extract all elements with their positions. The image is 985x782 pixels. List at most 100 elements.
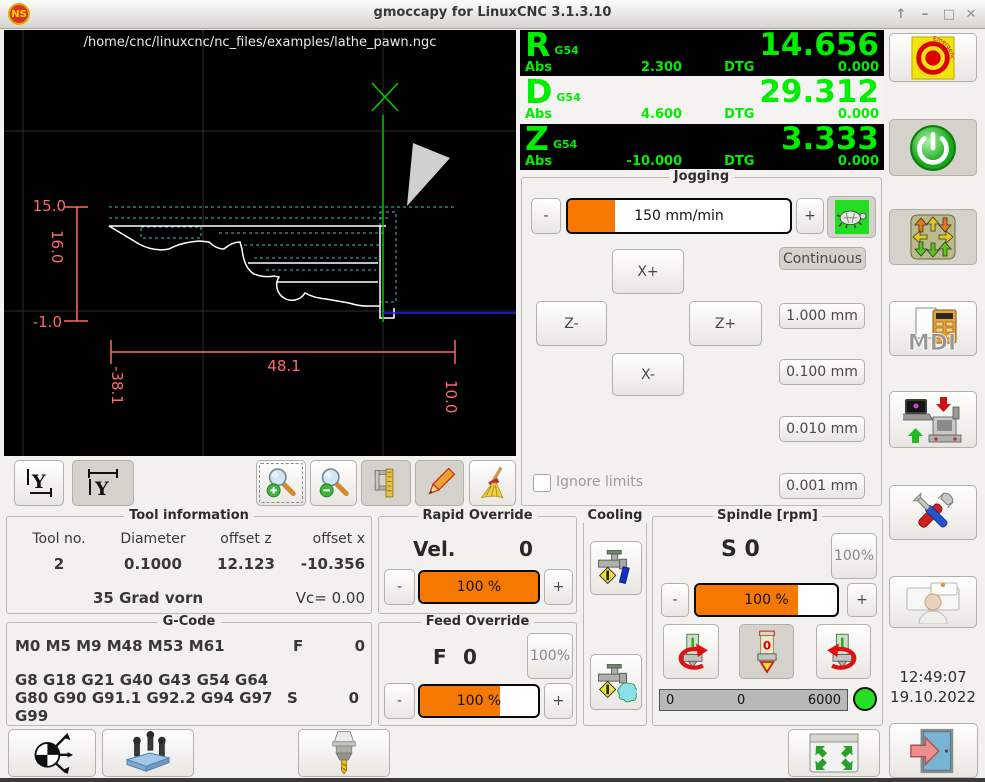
spindle-reset-button[interactable]: 100%	[831, 533, 877, 579]
dro-abs-label: Abs	[525, 154, 553, 169]
estop-button[interactable]: Emergency	[889, 33, 977, 82]
feed-plus-button[interactable]: +	[544, 683, 573, 719]
jog-increment-0001-button[interactable]: 0.001 mm	[779, 473, 865, 499]
machine-on-button[interactable]	[889, 119, 977, 176]
fullscreen-button[interactable]	[788, 729, 880, 777]
dro-coord-system: G54	[554, 44, 579, 57]
rapid-plus-button[interactable]: +	[544, 569, 573, 605]
offset-z-header: offset z	[220, 531, 272, 547]
jog-increment-1-button[interactable]: 1.000 mm	[779, 303, 865, 329]
maximize-window-icon[interactable]: □	[942, 6, 956, 22]
mdi-mode-button[interactable]: MDI	[889, 301, 977, 356]
spindle-stop-button[interactable]: 0	[739, 624, 794, 679]
vc-value: Vc= 0.00	[295, 589, 365, 607]
active-m-codes: M0 M5 M9 M48 M53 M61	[15, 637, 225, 655]
ignore-limits-checkbox[interactable]	[533, 474, 551, 492]
pencil-icon	[428, 467, 455, 495]
rapid-minus-button[interactable]: -	[384, 569, 415, 605]
manual-mode-button[interactable]	[889, 209, 977, 265]
feed-override-bar[interactable]: 100 %	[418, 684, 540, 718]
dro-abs-value: 2.300	[640, 60, 683, 75]
velocity-value: 0	[519, 537, 533, 561]
feed-value: 0	[463, 645, 477, 669]
jog-x-minus-button[interactable]: X-	[612, 353, 684, 396]
zoom-in-icon	[266, 468, 296, 498]
tool-info-frame: Tool information Tool no. Diameter offse…	[6, 508, 372, 614]
dro-dtg-label: DTG	[724, 107, 755, 122]
jog-continuous-button[interactable]: Continuous	[779, 247, 866, 270]
spindle-minus-button[interactable]: -	[661, 583, 689, 617]
dro-abs-value: -10.000	[626, 154, 683, 169]
exit-button[interactable]	[889, 723, 978, 778]
dro-axis-letter: R	[525, 25, 551, 64]
tool-cone	[407, 143, 450, 206]
zoom-in-button[interactable]	[256, 460, 306, 506]
dro-row-x[interactable]: R G54 14.656 Abs 2.300 DTG 0.000	[520, 25, 884, 76]
spindle-right-button[interactable]	[816, 624, 871, 679]
mist-icon	[598, 664, 637, 703]
rapid-override-bar[interactable]: 100 %	[418, 570, 540, 604]
feed-minus-button[interactable]: -	[384, 683, 415, 719]
spindle-left-button[interactable]	[663, 624, 719, 679]
spindle-override-fill	[696, 585, 798, 615]
fullscreen-icon	[809, 733, 859, 773]
settings-button[interactable]	[889, 485, 977, 540]
dim-label-16: 16.0	[48, 230, 66, 264]
auto-mode-button[interactable]	[889, 391, 977, 448]
datum-icon	[34, 732, 74, 775]
cooling-frame: Cooling	[582, 508, 648, 726]
jog-arrows-icon	[910, 214, 956, 260]
jog-speed-plus-button[interactable]: +	[796, 198, 824, 234]
zoom-out-button[interactable]	[310, 460, 357, 506]
measure-tool-button[interactable]	[361, 460, 411, 506]
flood-coolant-button[interactable]	[590, 541, 642, 595]
turtle-jog-button[interactable]	[827, 196, 876, 238]
gcode-preview[interactable]: /home/cnc/linuxcnc/nc_files/examples/lat…	[4, 30, 516, 456]
feed-override-fill	[420, 686, 501, 716]
edit-gcode-button[interactable]	[415, 460, 464, 506]
jog-speed-bar[interactable]: 150 mm/min	[566, 198, 792, 234]
spindle-rpm-bar: 0 0 6000	[659, 689, 848, 711]
clock-time: 12:49:07	[899, 668, 967, 686]
gcode-frame: G-Code M0 M5 M9 M48 M53 M61 F 0 G8 G18 G…	[6, 614, 372, 726]
spindle-override-bar[interactable]: 100 %	[694, 583, 839, 617]
clear-plot-button[interactable]	[469, 460, 516, 506]
jogging-title: Jogging	[668, 169, 735, 184]
tool-settings-button[interactable]	[298, 729, 390, 777]
diameter-header: Diameter	[120, 531, 186, 547]
jogging-frame: Jogging - 150 mm/min + Continuous X+ Z- …	[521, 169, 882, 506]
jog-x-plus-button[interactable]: X+	[612, 249, 684, 294]
close-window-icon[interactable]: ✕	[965, 6, 977, 22]
power-icon	[910, 124, 956, 171]
minimize-window-icon[interactable]: –	[921, 6, 929, 22]
jog-increment-01-button[interactable]: 0.100 mm	[779, 359, 865, 385]
dimension-absolute-button[interactable]: Y	[14, 460, 64, 506]
svg-text:Y: Y	[94, 478, 109, 499]
spindle-override-percent: 100 %	[744, 592, 789, 608]
touch-plate-button[interactable]	[102, 729, 194, 777]
turtle-icon	[834, 200, 869, 234]
touch-off-button[interactable]	[8, 729, 96, 777]
offset-x-header: offset x	[312, 531, 365, 547]
dro-row-diameter[interactable]: D G54 29.312 Abs 4.600 DTG 0.000	[520, 75, 884, 123]
jog-z-plus-button[interactable]: Z+	[689, 301, 762, 346]
clock-date: 19.10.2022	[890, 688, 976, 706]
preview-canvas	[4, 30, 516, 456]
dro-dtg-label: DTG	[724, 154, 755, 169]
mist-coolant-button[interactable]	[590, 654, 642, 710]
dimension-relative-button[interactable]: Y	[72, 460, 134, 506]
dro-abs-label: Abs	[525, 107, 553, 122]
jog-speed-minus-button[interactable]: -	[531, 198, 561, 234]
user-settings-button[interactable]	[889, 576, 977, 628]
shade-window-icon[interactable]: ↑	[895, 6, 907, 22]
spindle-plus-button[interactable]: +	[847, 583, 877, 617]
s-value: 0	[348, 689, 359, 707]
feed-reset-button[interactable]: 100%	[527, 633, 573, 679]
dim-label-minus381: -38.1	[108, 366, 126, 405]
dro-row-z[interactable]: Z G54 3.333 Abs -10.000 DTG 0.000	[520, 122, 884, 170]
rapid-override-title: Rapid Override	[417, 508, 538, 523]
jog-z-minus-button[interactable]: Z-	[536, 301, 607, 346]
jog-increment-001-button[interactable]: 0.010 mm	[779, 416, 865, 442]
jog-speed-fill	[568, 200, 615, 232]
feed-override-title: Feed Override	[420, 614, 535, 629]
